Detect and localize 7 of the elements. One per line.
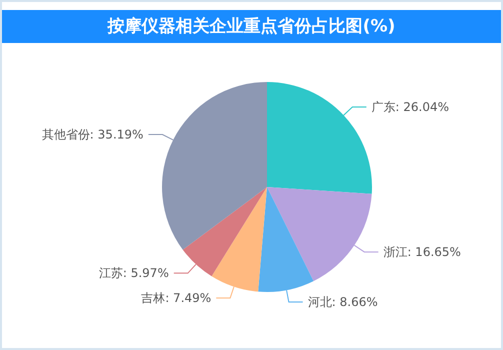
slice-label: 浙江: 16.65% [383,244,461,259]
slice-label: 吉林: 7.49% [141,291,212,306]
slice-label: 其他省份: 35.19% [42,128,144,142]
slice-label: 江苏: 5.97% [98,266,169,280]
slice-label: 广东: 26.04% [371,100,450,114]
chart-title: 按摩仪器相关企业重点省份占比图(%) [106,16,396,36]
slice-label: 河北: 8.66% [308,294,378,309]
